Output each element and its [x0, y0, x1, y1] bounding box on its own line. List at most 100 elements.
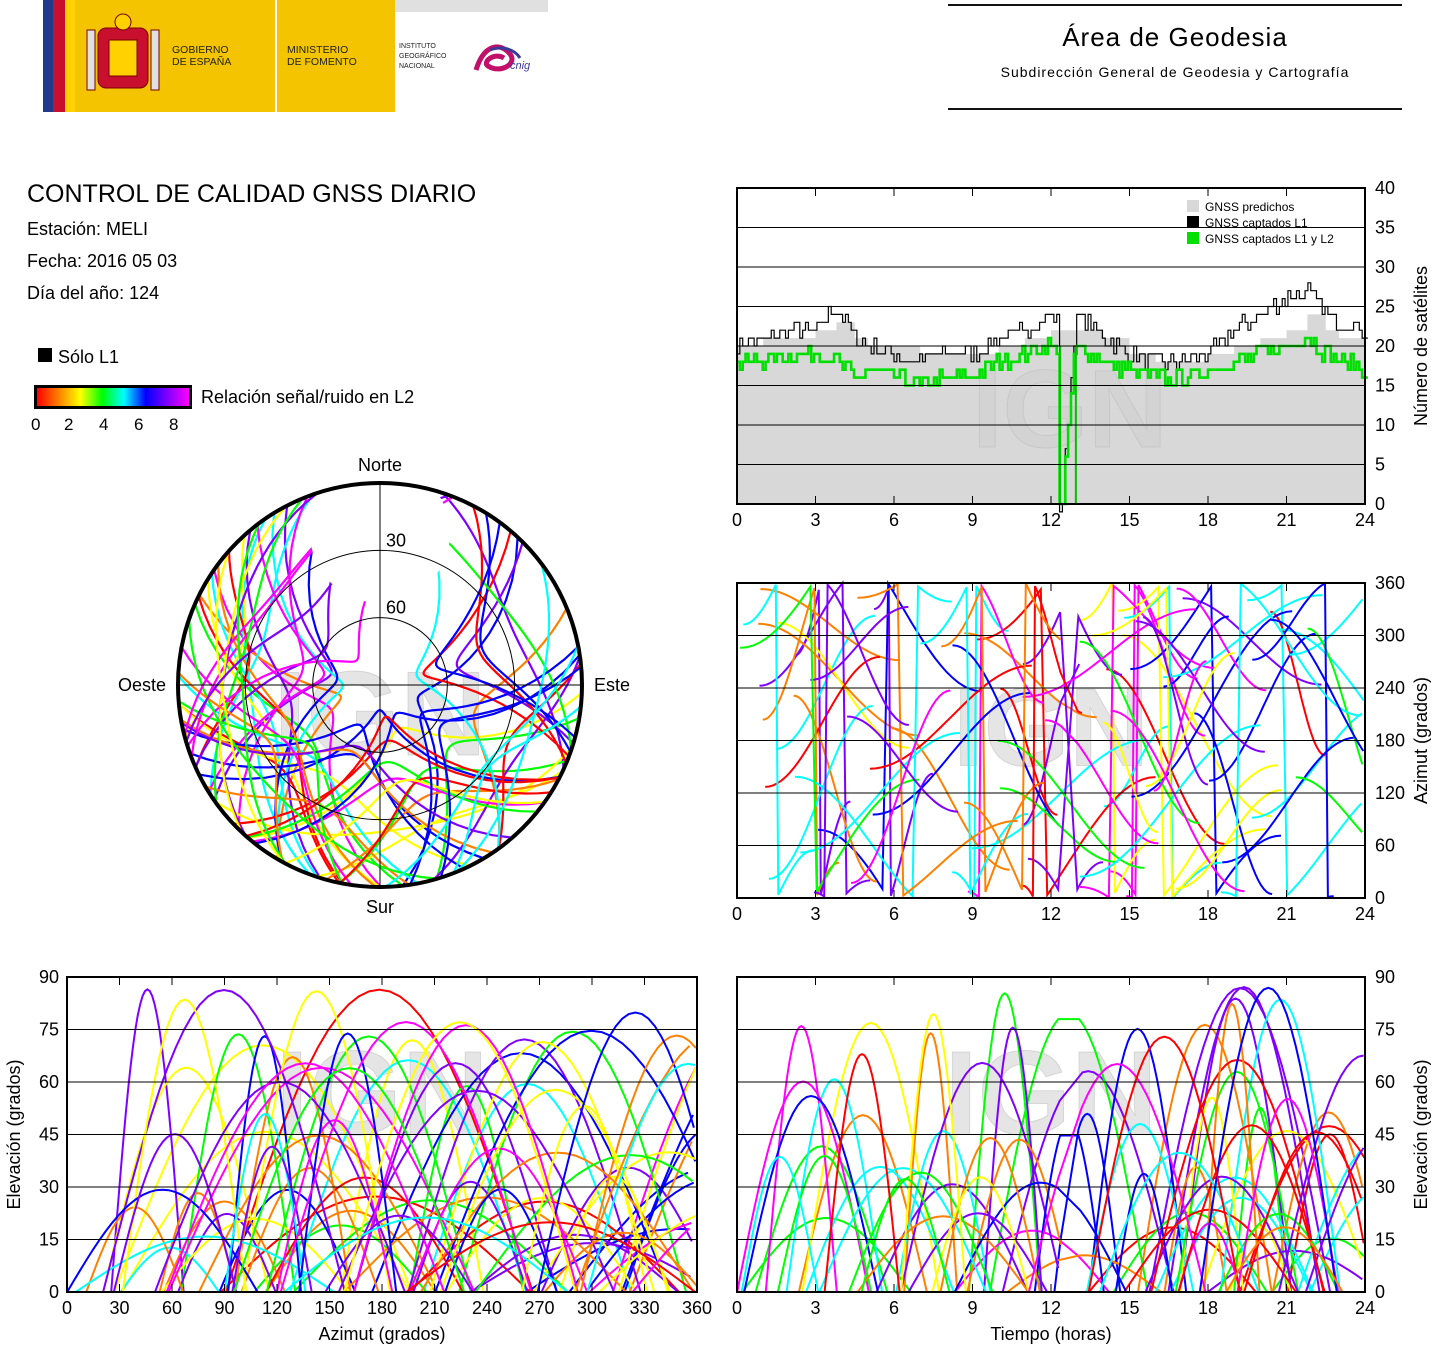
satellite-track: [1297, 1150, 1361, 1293]
satellite-track: [953, 1181, 1128, 1293]
x-tick-label: 15: [1119, 510, 1139, 530]
y-axis-label: Elevación (grados): [1411, 1059, 1431, 1209]
satellite-track: [1243, 1131, 1363, 1293]
satellite-track: [119, 1246, 220, 1293]
satellite-track: [848, 1171, 994, 1293]
satellite-track: [1087, 1035, 1241, 1293]
x-tick-label: 60: [162, 1298, 182, 1318]
cnig-label: cnig: [510, 60, 531, 72]
header-grey-bar: [395, 0, 548, 12]
satellite-track: [438, 666, 582, 878]
y-tick-label: 30: [1375, 1177, 1395, 1197]
satellite-track: [407, 1038, 642, 1293]
satellite-track: [963, 582, 1062, 891]
ministry-logo: MINISTERIO DE FOMENTO: [277, 0, 395, 112]
elevation-time-chart: IGN 0 15 30 45 60 75 90 0 3 6 9 12 15 18 21 24 Elevación …: [732, 967, 1431, 1344]
satellite-track: [579, 1034, 697, 1293]
x-tick-label: 270: [524, 1298, 554, 1318]
satellite-track: [743, 1094, 879, 1293]
x-tick-label: 18: [1198, 904, 1218, 924]
satellite-track: [472, 607, 568, 849]
satellite-track: [823, 1052, 901, 1293]
satellite-track: [532, 1151, 696, 1293]
satellite-track: [422, 530, 570, 758]
satellite-track: [872, 692, 1031, 816]
x-tick-label: 21: [1276, 904, 1296, 924]
satellite-track: [265, 1209, 437, 1293]
x-tick-label: 18: [1198, 510, 1218, 530]
satellite-track: [1137, 1023, 1273, 1293]
satellite-track: [794, 584, 952, 899]
satellite-track: [439, 1088, 671, 1293]
satellite-track: [850, 689, 951, 884]
x-axis-label: Tiempo (horas): [990, 1324, 1111, 1344]
x-tick-label: 15: [1119, 904, 1139, 924]
satellite-track: [471, 1233, 679, 1293]
x-tick-label: 210: [419, 1298, 449, 1318]
x-tick-label: 24: [1355, 510, 1375, 530]
satellite-track: [189, 752, 485, 860]
satellite-track: [869, 664, 1032, 770]
legend-swatch: [1187, 216, 1199, 228]
x-tick-label: 9: [967, 904, 977, 924]
y-tick-label: 360: [1375, 573, 1405, 593]
satellite-track: [178, 700, 344, 884]
satellite-track: [1252, 581, 1334, 899]
satellite-track: [474, 1154, 694, 1293]
satellite-track: [180, 646, 353, 886]
satellite-track: [1271, 1111, 1364, 1293]
snr-ticks: 0 2 4 6 8: [31, 415, 201, 435]
satellite-track: [1022, 585, 1083, 897]
satellite-track: [1163, 615, 1229, 688]
satellite-track: [181, 722, 513, 839]
government-label: GOBIERNO DE ESPAÑA: [172, 44, 232, 68]
south-label: Sur: [366, 897, 394, 917]
y-tick-label: 0: [1375, 494, 1385, 514]
x-tick-label: 0: [732, 1298, 742, 1318]
flag-red-stripe: [53, 0, 65, 112]
cnig-logo-icon: [473, 44, 522, 72]
satellite-track: [1021, 663, 1081, 827]
satellite-track: [1110, 584, 1198, 898]
satellite-track: [1006, 1254, 1162, 1293]
north-label: Norte: [358, 455, 402, 475]
satellite-track: [455, 541, 575, 745]
satellite-track: [1079, 640, 1200, 824]
y-tick-label: 30: [1375, 257, 1395, 277]
satellite-track: [279, 1020, 533, 1293]
satellite-track: [240, 1166, 380, 1293]
satellite-track: [245, 715, 560, 838]
satellite-track: [265, 1035, 472, 1293]
satellite-track: [526, 1227, 689, 1293]
satellite-track: [479, 512, 572, 753]
satellite-track: [223, 1113, 307, 1293]
x-tick-label: 330: [629, 1298, 659, 1318]
satellite-track: [586, 1062, 696, 1293]
satellite-track: [1163, 1166, 1228, 1293]
y-axis-label: Número de satélites: [1411, 266, 1431, 426]
satellite-track: [343, 1021, 577, 1293]
satellite-track: [289, 1059, 528, 1293]
satellite-track: [452, 705, 582, 874]
satellite-track: [324, 1214, 474, 1293]
x-tick-label: 240: [472, 1298, 502, 1318]
satellite-track: [1179, 1096, 1245, 1293]
east-label: Este: [594, 675, 630, 695]
satellite-track: [1174, 1070, 1300, 1293]
satellite-track: [236, 522, 287, 865]
satellite-track: [1135, 620, 1265, 753]
x-tick-label: 15: [1119, 1298, 1139, 1318]
legend-label: GNSS captados L1: [1205, 216, 1308, 230]
ring-label: 30: [386, 530, 406, 550]
satellite-track: [177, 674, 419, 885]
satellite-track: [405, 1221, 696, 1293]
satellite-track: [574, 1045, 691, 1293]
plot-border: [736, 582, 1366, 899]
satellite-track: [1295, 776, 1363, 833]
satellite-track: [1304, 1147, 1365, 1293]
satellite-track: [497, 663, 582, 849]
satellite-track: [1208, 632, 1317, 782]
snr-colorbar: [34, 385, 192, 409]
satellite-track: [764, 1024, 838, 1293]
satellite-track: [762, 587, 840, 896]
